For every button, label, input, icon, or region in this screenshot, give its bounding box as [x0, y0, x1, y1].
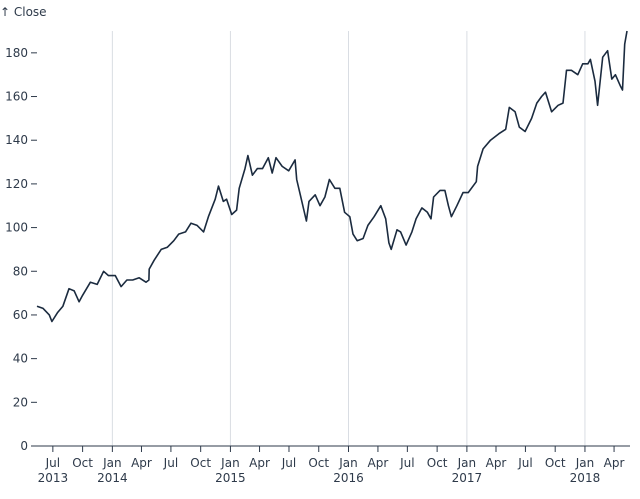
x-tick-year: 2014	[97, 471, 128, 485]
x-tick: Oct	[545, 446, 566, 470]
y-tick: 80	[13, 264, 37, 278]
x-tick-label: Oct	[72, 456, 93, 470]
y-tick: 180	[5, 46, 37, 60]
y-tick-label: 180	[5, 46, 28, 60]
x-tick: Apr	[486, 446, 507, 470]
x-tick-label: Jul	[163, 456, 178, 470]
y-tick-label: 160	[5, 90, 28, 104]
x-tick-label: Jan	[457, 456, 477, 470]
x-tick-year: 2017	[452, 471, 483, 485]
y-tick: 100	[5, 221, 37, 235]
x-tick-label: Apr	[368, 456, 389, 470]
y-tick-label: 0	[20, 439, 28, 453]
x-tick-label: Jul	[281, 456, 296, 470]
x-tick-label: Oct	[308, 456, 329, 470]
x-tick: Apr	[131, 446, 152, 470]
gridlines	[111, 31, 586, 446]
x-tick-label: Apr	[604, 456, 625, 470]
y-tick: 40	[13, 352, 37, 366]
x-tick-label: Jan	[220, 456, 240, 470]
x-tick-label: Apr	[249, 456, 270, 470]
x-tick: Jul	[399, 446, 415, 470]
y-tick: 160	[5, 90, 37, 104]
x-tick-year: 2015	[215, 471, 246, 485]
x-tick: Jul	[281, 446, 296, 470]
x-tick-label: Apr	[486, 456, 507, 470]
y-tick: 120	[5, 177, 37, 191]
y-tick-label: 20	[13, 395, 28, 409]
x-tick-label: Oct	[190, 456, 211, 470]
x-tick: Oct	[72, 446, 93, 470]
x-tick: Oct	[427, 446, 448, 470]
y-axis: 0 20 40 60 80 100 120 140 160 180	[5, 46, 37, 453]
x-tick-year: 2013	[38, 471, 69, 485]
x-tick-label: Jan	[102, 456, 122, 470]
y-tick-label: 60	[13, 308, 28, 322]
x-tick: Jul	[517, 446, 533, 470]
x-tick-year: 2016	[333, 471, 364, 485]
y-tick: 140	[5, 133, 37, 147]
x-tick-label: Jul	[517, 456, 532, 470]
x-tick-label: Oct	[427, 456, 448, 470]
y-tick-label: 100	[5, 221, 28, 235]
y-tick: 20	[13, 395, 37, 409]
x-tick: Jul	[163, 446, 178, 470]
x-tick: Apr	[368, 446, 389, 470]
x-tick-label: Oct	[545, 456, 566, 470]
x-tick-label: Jul	[45, 456, 60, 470]
x-tick: Apr	[604, 446, 625, 470]
close-price-line	[36, 30, 628, 323]
x-tick-label: Apr	[131, 456, 152, 470]
y-tick-label: 140	[5, 133, 28, 147]
x-tick: Oct	[308, 446, 329, 470]
x-tick-label: Jul	[399, 456, 414, 470]
y-tick-label: 120	[5, 177, 28, 191]
y-tick: 60	[13, 308, 37, 322]
x-tick: Apr	[249, 446, 270, 470]
x-tick-label: Jan	[575, 456, 595, 470]
x-tick-year: 2018	[570, 471, 601, 485]
y-axis-label: ↑ Close	[0, 5, 47, 19]
x-tick-label: Jan	[338, 456, 358, 470]
x-tick: Oct	[190, 446, 211, 470]
y-tick-label: 80	[13, 264, 28, 278]
y-tick-label: 40	[13, 352, 28, 366]
